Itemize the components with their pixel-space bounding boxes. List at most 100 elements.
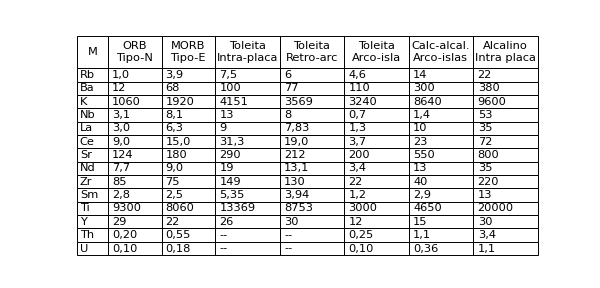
Text: 130: 130 — [284, 177, 306, 187]
Bar — [77, 242, 108, 255]
Bar — [161, 148, 215, 162]
Bar — [77, 228, 108, 242]
Bar — [344, 122, 409, 135]
Bar — [473, 215, 538, 228]
Bar — [215, 122, 280, 135]
Bar — [77, 202, 108, 215]
Text: Zr: Zr — [80, 177, 92, 187]
Text: 7,5: 7,5 — [220, 70, 238, 80]
Bar — [280, 135, 344, 148]
Bar — [344, 95, 409, 108]
Text: 53: 53 — [478, 110, 492, 120]
Text: K: K — [80, 96, 87, 107]
Text: 8,1: 8,1 — [165, 110, 184, 120]
Bar — [77, 36, 108, 68]
Bar — [473, 135, 538, 148]
Bar — [161, 122, 215, 135]
Bar — [280, 82, 344, 95]
Bar — [161, 36, 215, 68]
Bar — [280, 95, 344, 108]
Text: Alcalino
Intra placa: Alcalino Intra placa — [475, 41, 536, 63]
Text: 9300: 9300 — [112, 203, 141, 213]
Bar — [409, 215, 473, 228]
Bar — [108, 95, 161, 108]
Bar — [409, 175, 473, 188]
Text: 30: 30 — [284, 217, 299, 227]
Bar — [215, 135, 280, 148]
Text: 300: 300 — [413, 83, 435, 93]
Bar — [280, 202, 344, 215]
Text: 9600: 9600 — [478, 96, 506, 107]
Bar — [161, 188, 215, 202]
Text: 149: 149 — [220, 177, 241, 187]
Text: Calc-alcal.
Arco-islas: Calc-alcal. Arco-islas — [412, 41, 470, 63]
Bar — [280, 36, 344, 68]
Bar — [108, 135, 161, 148]
Bar — [280, 68, 344, 82]
Bar — [77, 135, 108, 148]
Text: 26: 26 — [220, 217, 234, 227]
Text: 4,6: 4,6 — [349, 70, 367, 80]
Bar — [77, 82, 108, 95]
Text: 9,0: 9,0 — [165, 163, 184, 173]
Bar — [409, 228, 473, 242]
Text: 10: 10 — [413, 123, 428, 133]
Bar — [344, 36, 409, 68]
Text: 5,35: 5,35 — [220, 190, 245, 200]
Text: 3569: 3569 — [284, 96, 313, 107]
Text: 13: 13 — [478, 190, 492, 200]
Bar — [215, 68, 280, 82]
Bar — [409, 242, 473, 255]
Bar — [77, 175, 108, 188]
Bar — [344, 202, 409, 215]
Text: 0,20: 0,20 — [112, 230, 137, 240]
Bar — [344, 175, 409, 188]
Bar — [473, 148, 538, 162]
Bar — [409, 162, 473, 175]
Text: 110: 110 — [349, 83, 370, 93]
Text: 13: 13 — [413, 163, 428, 173]
Text: 8060: 8060 — [165, 203, 194, 213]
Bar — [280, 215, 344, 228]
Bar — [409, 202, 473, 215]
Text: 3,7: 3,7 — [349, 137, 367, 147]
Text: 29: 29 — [112, 217, 126, 227]
Bar — [215, 202, 280, 215]
Text: 23: 23 — [413, 137, 427, 147]
Bar — [473, 242, 538, 255]
Bar — [77, 188, 108, 202]
Text: --: -- — [220, 230, 228, 240]
Text: 22: 22 — [165, 217, 179, 227]
Bar — [108, 242, 161, 255]
Bar — [215, 215, 280, 228]
Text: Toleita
Arco-isla: Toleita Arco-isla — [352, 41, 401, 63]
Text: 9,0: 9,0 — [112, 137, 130, 147]
Text: 13: 13 — [220, 110, 234, 120]
Text: Nd: Nd — [80, 163, 95, 173]
Bar — [344, 162, 409, 175]
Text: 14: 14 — [413, 70, 427, 80]
Text: 1060: 1060 — [112, 96, 140, 107]
Text: 0,18: 0,18 — [165, 244, 191, 253]
Bar — [215, 162, 280, 175]
Text: 0,10: 0,10 — [112, 244, 137, 253]
Text: 380: 380 — [478, 83, 499, 93]
Text: 7,7: 7,7 — [112, 163, 130, 173]
Text: 8640: 8640 — [413, 96, 442, 107]
Bar — [473, 68, 538, 82]
Bar — [77, 122, 108, 135]
Text: 3,4: 3,4 — [478, 230, 496, 240]
Bar — [409, 188, 473, 202]
Text: 0,10: 0,10 — [349, 244, 374, 253]
Bar — [108, 162, 161, 175]
Text: 212: 212 — [284, 150, 305, 160]
Text: --: -- — [220, 244, 228, 253]
Text: 35: 35 — [478, 123, 492, 133]
Bar — [473, 95, 538, 108]
Bar — [215, 242, 280, 255]
Bar — [108, 108, 161, 122]
Bar — [77, 68, 108, 82]
Bar — [108, 202, 161, 215]
Text: 3,9: 3,9 — [165, 70, 184, 80]
Text: 0,36: 0,36 — [413, 244, 439, 253]
